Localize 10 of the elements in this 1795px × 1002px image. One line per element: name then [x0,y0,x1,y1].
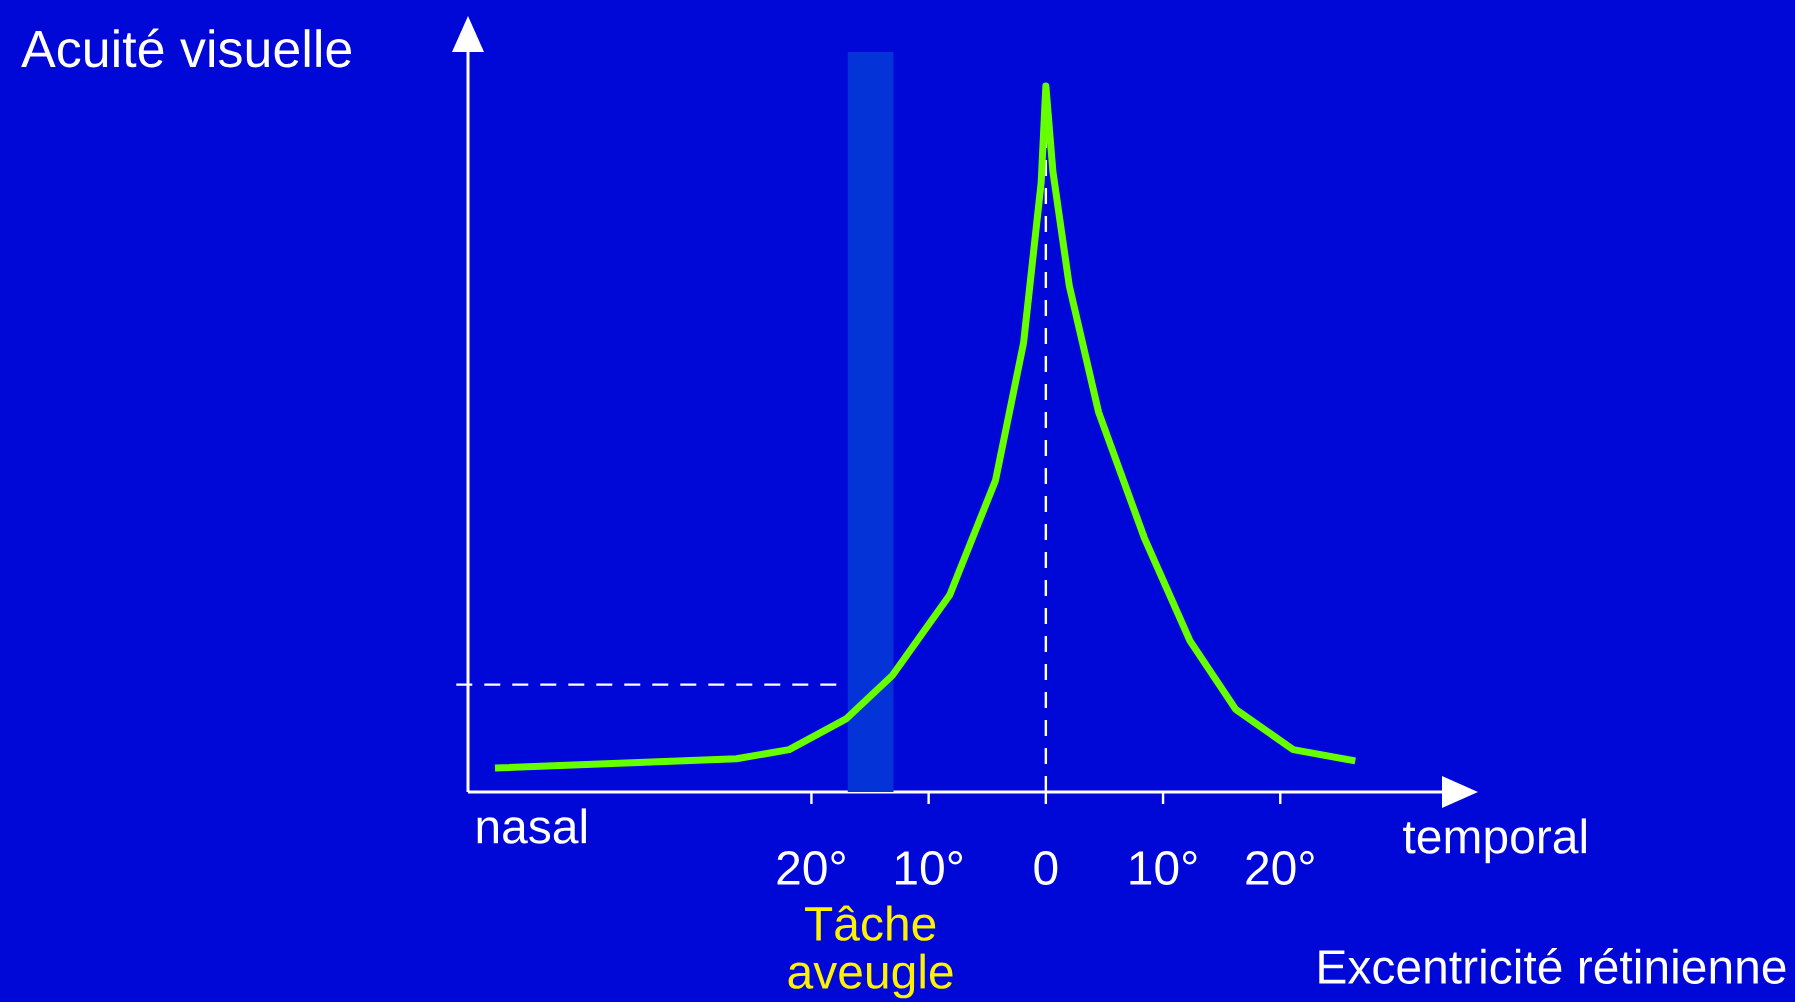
text: nasal [477,808,586,844]
band-label: Tâche aveugle [788,905,953,999]
x-tick-label: 20° [777,851,845,886]
text: Excentricité rétinienne [1319,948,1786,984]
y-axis-title: Acuité visuelle [21,28,352,68]
text: temporal [1403,818,1586,864]
x-tick-label: 10° [896,851,963,886]
x-tick-label: 0 [1034,851,1058,886]
x-tick-label: 20° [1246,851,1314,886]
x-tick-label: 10° [1130,851,1197,886]
